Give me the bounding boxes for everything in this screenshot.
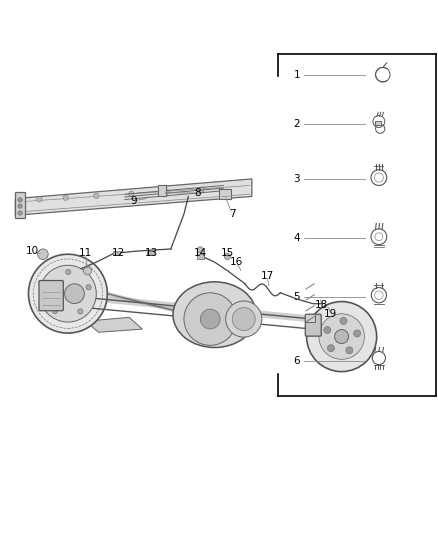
Text: 4: 4	[293, 233, 300, 243]
Text: 7: 7	[229, 209, 236, 219]
Text: 2: 2	[293, 119, 300, 129]
Bar	[147, 251, 154, 255]
FancyBboxPatch shape	[39, 280, 63, 311]
Circle shape	[18, 211, 22, 215]
Text: 15: 15	[221, 248, 234, 259]
Bar	[113, 251, 120, 255]
Circle shape	[45, 284, 50, 289]
Polygon shape	[305, 314, 315, 322]
Circle shape	[307, 302, 377, 372]
Bar	[15, 192, 25, 219]
Text: 8: 8	[194, 188, 201, 198]
Bar	[219, 189, 231, 199]
Text: 13: 13	[145, 248, 158, 259]
Circle shape	[28, 254, 107, 333]
Circle shape	[63, 195, 68, 200]
Circle shape	[64, 284, 84, 303]
Circle shape	[346, 347, 353, 354]
Circle shape	[66, 269, 71, 274]
Text: 1: 1	[293, 70, 300, 79]
Circle shape	[86, 285, 91, 290]
Circle shape	[38, 249, 48, 260]
Circle shape	[37, 197, 42, 202]
Polygon shape	[15, 179, 252, 215]
Circle shape	[197, 247, 203, 253]
Circle shape	[200, 309, 220, 329]
Circle shape	[52, 309, 57, 313]
Text: 12: 12	[112, 248, 125, 259]
Bar	[375, 121, 381, 125]
Text: 6: 6	[293, 356, 300, 366]
Text: 9: 9	[130, 196, 137, 206]
Text: 10: 10	[26, 246, 39, 256]
Text: 18: 18	[315, 300, 328, 310]
Circle shape	[94, 193, 99, 198]
Circle shape	[18, 198, 22, 202]
Circle shape	[340, 318, 347, 325]
Circle shape	[335, 329, 349, 344]
FancyBboxPatch shape	[305, 314, 321, 336]
Circle shape	[184, 293, 237, 345]
Bar	[197, 254, 204, 259]
Ellipse shape	[173, 282, 256, 348]
Circle shape	[164, 189, 169, 195]
Circle shape	[319, 314, 364, 359]
Text: 17: 17	[261, 271, 274, 281]
Circle shape	[18, 204, 22, 208]
Circle shape	[328, 345, 335, 352]
Circle shape	[199, 187, 204, 192]
Text: 3: 3	[293, 174, 300, 184]
Circle shape	[353, 330, 360, 337]
Text: 16: 16	[230, 257, 243, 267]
Circle shape	[129, 191, 134, 197]
Circle shape	[78, 309, 83, 314]
Bar	[158, 184, 166, 196]
Circle shape	[224, 253, 230, 260]
Text: 11: 11	[79, 248, 92, 259]
Text: 14: 14	[194, 248, 207, 259]
Circle shape	[232, 308, 255, 330]
Circle shape	[324, 327, 331, 334]
Circle shape	[226, 301, 262, 337]
Circle shape	[39, 265, 96, 322]
Text: 5: 5	[293, 292, 300, 302]
Text: 19: 19	[324, 309, 337, 319]
Circle shape	[84, 267, 92, 275]
Polygon shape	[85, 317, 142, 332]
